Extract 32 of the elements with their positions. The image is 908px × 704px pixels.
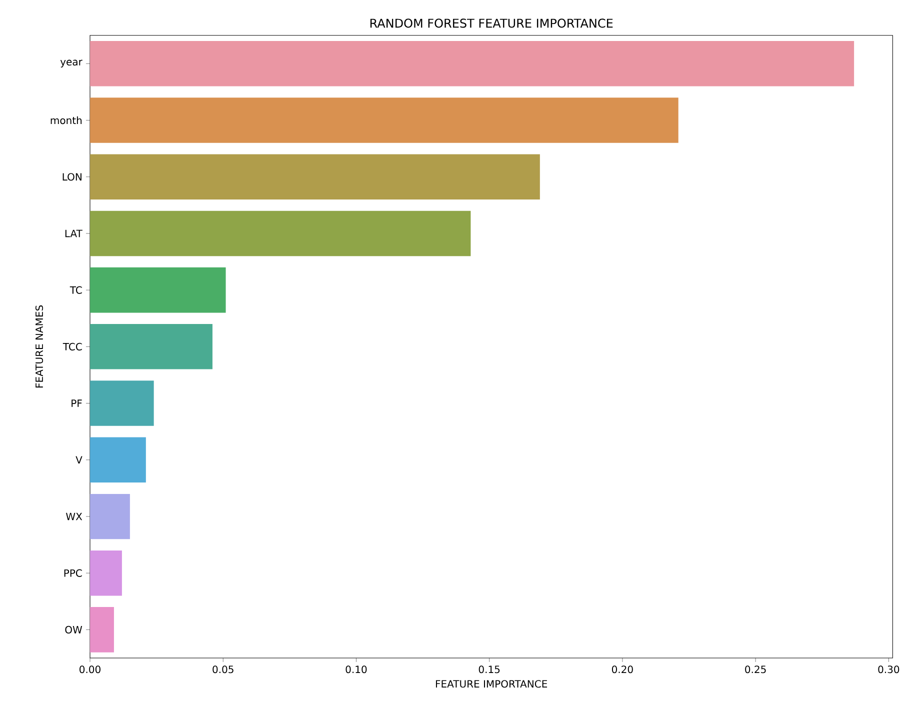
- y-tick-label: LON: [62, 173, 82, 181]
- x-tick-label: 0.15: [478, 666, 500, 674]
- bar: [90, 550, 122, 596]
- bar: [90, 98, 678, 143]
- y-tick-label: month: [50, 116, 82, 124]
- bar: [90, 324, 212, 370]
- x-tick-label: 0.25: [745, 666, 766, 674]
- x-tick-label: 0.05: [212, 666, 234, 674]
- y-tick-label: PPC: [64, 569, 82, 577]
- bar: [90, 154, 540, 200]
- bar: [90, 210, 471, 256]
- y-tick-label: V: [76, 456, 82, 464]
- y-tick-label: TC: [70, 286, 82, 294]
- y-tick-label: year: [60, 60, 82, 68]
- bar: [90, 494, 130, 540]
- bar: [90, 380, 154, 426]
- bar: [90, 437, 146, 483]
- y-axis-title: FEATURE NAMES: [35, 305, 44, 388]
- bar: [90, 607, 114, 652]
- y-tick-label: OW: [65, 626, 82, 634]
- bar: [90, 40, 854, 86]
- x-tick-label: 0.30: [878, 666, 900, 674]
- x-tick-label: 0.20: [612, 666, 633, 674]
- y-tick-label: PF: [72, 400, 82, 407]
- bar: [90, 267, 226, 313]
- y-tick-label: LAT: [65, 230, 82, 238]
- x-tick-label: 0.10: [346, 666, 367, 674]
- chart-title: RANDOM FOREST FEATURE IMPORTANCE: [370, 18, 613, 28]
- x-axis-title: FEATURE IMPORTANCE: [436, 680, 548, 688]
- x-tick-label: 0.00: [80, 666, 100, 674]
- y-tick-label: WX: [66, 512, 82, 520]
- y-tick-label: TCC: [62, 342, 82, 350]
